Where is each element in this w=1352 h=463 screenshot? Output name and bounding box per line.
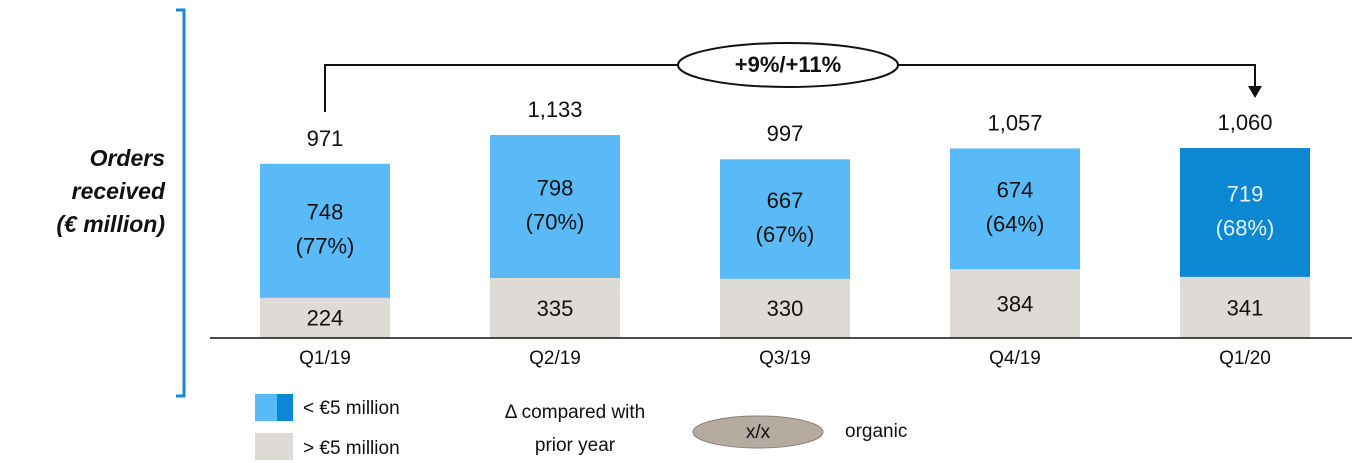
share-label: (67%) bbox=[756, 222, 815, 247]
share-label: (70%) bbox=[526, 209, 585, 234]
bar-segment bbox=[490, 277, 620, 338]
legend-swatch bbox=[255, 394, 277, 421]
legend-key-ellipse bbox=[692, 415, 824, 449]
bar-segment bbox=[1180, 276, 1310, 338]
bar-segment bbox=[1180, 148, 1310, 277]
share-label: (64%) bbox=[986, 212, 1045, 237]
legend-key: x/x bbox=[746, 422, 771, 443]
value-label: 384 bbox=[997, 291, 1034, 316]
bracket bbox=[176, 8, 186, 398]
legend-swatch bbox=[277, 394, 293, 421]
x-tick-label: Q1/20 bbox=[1219, 348, 1271, 369]
bar-segment bbox=[950, 269, 1080, 338]
x-tick-label: Q2/19 bbox=[529, 348, 581, 369]
value-label: 719 bbox=[1227, 181, 1264, 206]
legend-label: < €5 million bbox=[303, 398, 400, 419]
x-tick-label: Q1/19 bbox=[299, 348, 351, 369]
total-label: 1,060 bbox=[1217, 110, 1272, 135]
total-label: 971 bbox=[307, 126, 344, 151]
bar-segment bbox=[950, 148, 1080, 270]
x-tick-label: Q4/19 bbox=[989, 348, 1041, 369]
bar-segment bbox=[260, 163, 390, 298]
value-label: 341 bbox=[1227, 295, 1264, 320]
value-label: 798 bbox=[537, 175, 574, 200]
total-label: 1,133 bbox=[527, 97, 582, 122]
bar-segment bbox=[720, 159, 850, 279]
y-axis-label: (€ million) bbox=[56, 211, 165, 237]
bar-segment bbox=[260, 297, 390, 338]
annotation-ellipse bbox=[677, 42, 899, 88]
y-axis-label: received bbox=[72, 178, 166, 204]
value-label: 224 bbox=[307, 306, 344, 331]
bar-segment bbox=[720, 278, 850, 338]
bar-segment bbox=[490, 134, 620, 278]
share-label: (68%) bbox=[1216, 215, 1275, 240]
x-tick-label: Q3/19 bbox=[759, 348, 811, 369]
annotation: +9%/+11% bbox=[735, 52, 841, 77]
arrow-head bbox=[1248, 86, 1262, 98]
legend-key-label: organic bbox=[845, 421, 907, 442]
legend-note: prior year bbox=[535, 435, 616, 456]
value-label: 330 bbox=[767, 296, 804, 321]
legend-swatch bbox=[255, 433, 293, 460]
value-label: 674 bbox=[997, 178, 1034, 203]
total-label: 997 bbox=[767, 121, 804, 146]
value-label: 335 bbox=[537, 296, 574, 321]
legend-label: > €5 million bbox=[303, 438, 400, 459]
value-label: 667 bbox=[767, 188, 804, 213]
total-label: 1,057 bbox=[987, 110, 1042, 135]
legend-note: Δ compared with bbox=[505, 402, 645, 423]
y-axis-label: Orders bbox=[90, 145, 165, 171]
share-label: (77%) bbox=[296, 234, 355, 259]
value-label: 748 bbox=[307, 200, 344, 225]
